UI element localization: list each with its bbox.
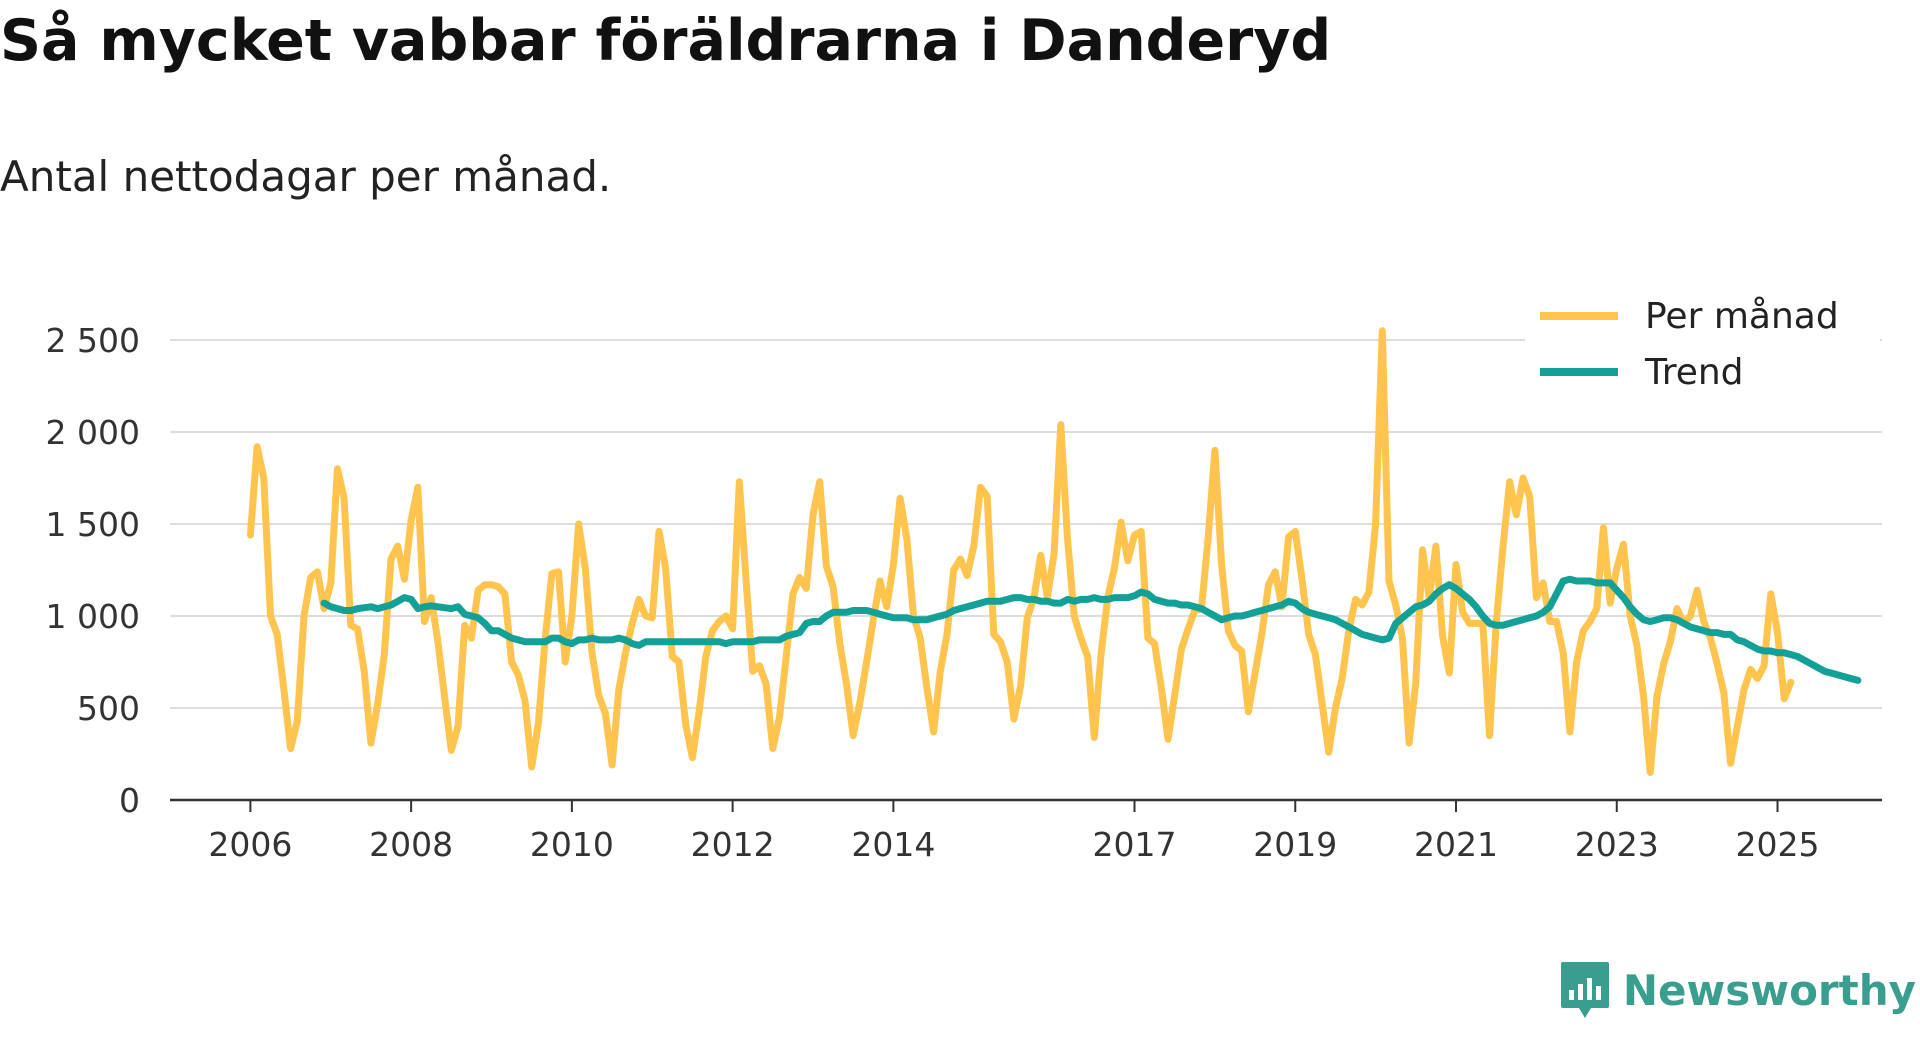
brand-logo: Newsworthy bbox=[1559, 960, 1916, 1020]
y-tick-label: 2 000 bbox=[46, 413, 140, 452]
x-tick-label: 2006 bbox=[208, 825, 292, 864]
legend: Per månad Trend bbox=[1525, 290, 1880, 400]
series-group bbox=[246, 327, 1862, 776]
x-tick-label: 2014 bbox=[851, 825, 935, 864]
y-axis: 0 500 1 000 1 500 2 000 2 500 bbox=[46, 321, 140, 820]
x-tick-label: 2012 bbox=[691, 825, 775, 864]
x-tick-label: 2010 bbox=[530, 825, 614, 864]
x-tick-label: 2021 bbox=[1414, 825, 1498, 864]
brand-name: Newsworthy bbox=[1622, 965, 1916, 1015]
legend-label: Per månad bbox=[1645, 296, 1839, 337]
series-line-trend bbox=[320, 575, 1862, 684]
legend-label: Trend bbox=[1644, 352, 1744, 393]
y-tick-label: 500 bbox=[77, 689, 140, 728]
newsworthy-icon bbox=[1560, 962, 1609, 1018]
x-tick-label: 2019 bbox=[1253, 825, 1337, 864]
series-line-per-m-nad bbox=[246, 327, 1795, 776]
y-tick-label: 2 500 bbox=[46, 321, 140, 360]
y-tick-label: 0 bbox=[119, 781, 140, 820]
chart-title: Så mycket vabbar föräldrarna i Danderyd bbox=[0, 8, 1332, 74]
x-tick-label: 2025 bbox=[1736, 825, 1820, 864]
legend-background bbox=[1525, 290, 1880, 400]
y-tick-label: 1 000 bbox=[46, 597, 140, 636]
x-tick-label: 2023 bbox=[1575, 825, 1659, 864]
x-tick-label: 2008 bbox=[369, 825, 453, 864]
y-tick-label: 1 500 bbox=[46, 505, 140, 544]
x-axis: 2006 2008 2010 2012 2014 2017 2019 2021 2023 2025 bbox=[170, 798, 1882, 864]
chart-subtitle: Antal nettodagar per månad. bbox=[0, 152, 612, 201]
x-tick-label: 2017 bbox=[1093, 825, 1177, 864]
